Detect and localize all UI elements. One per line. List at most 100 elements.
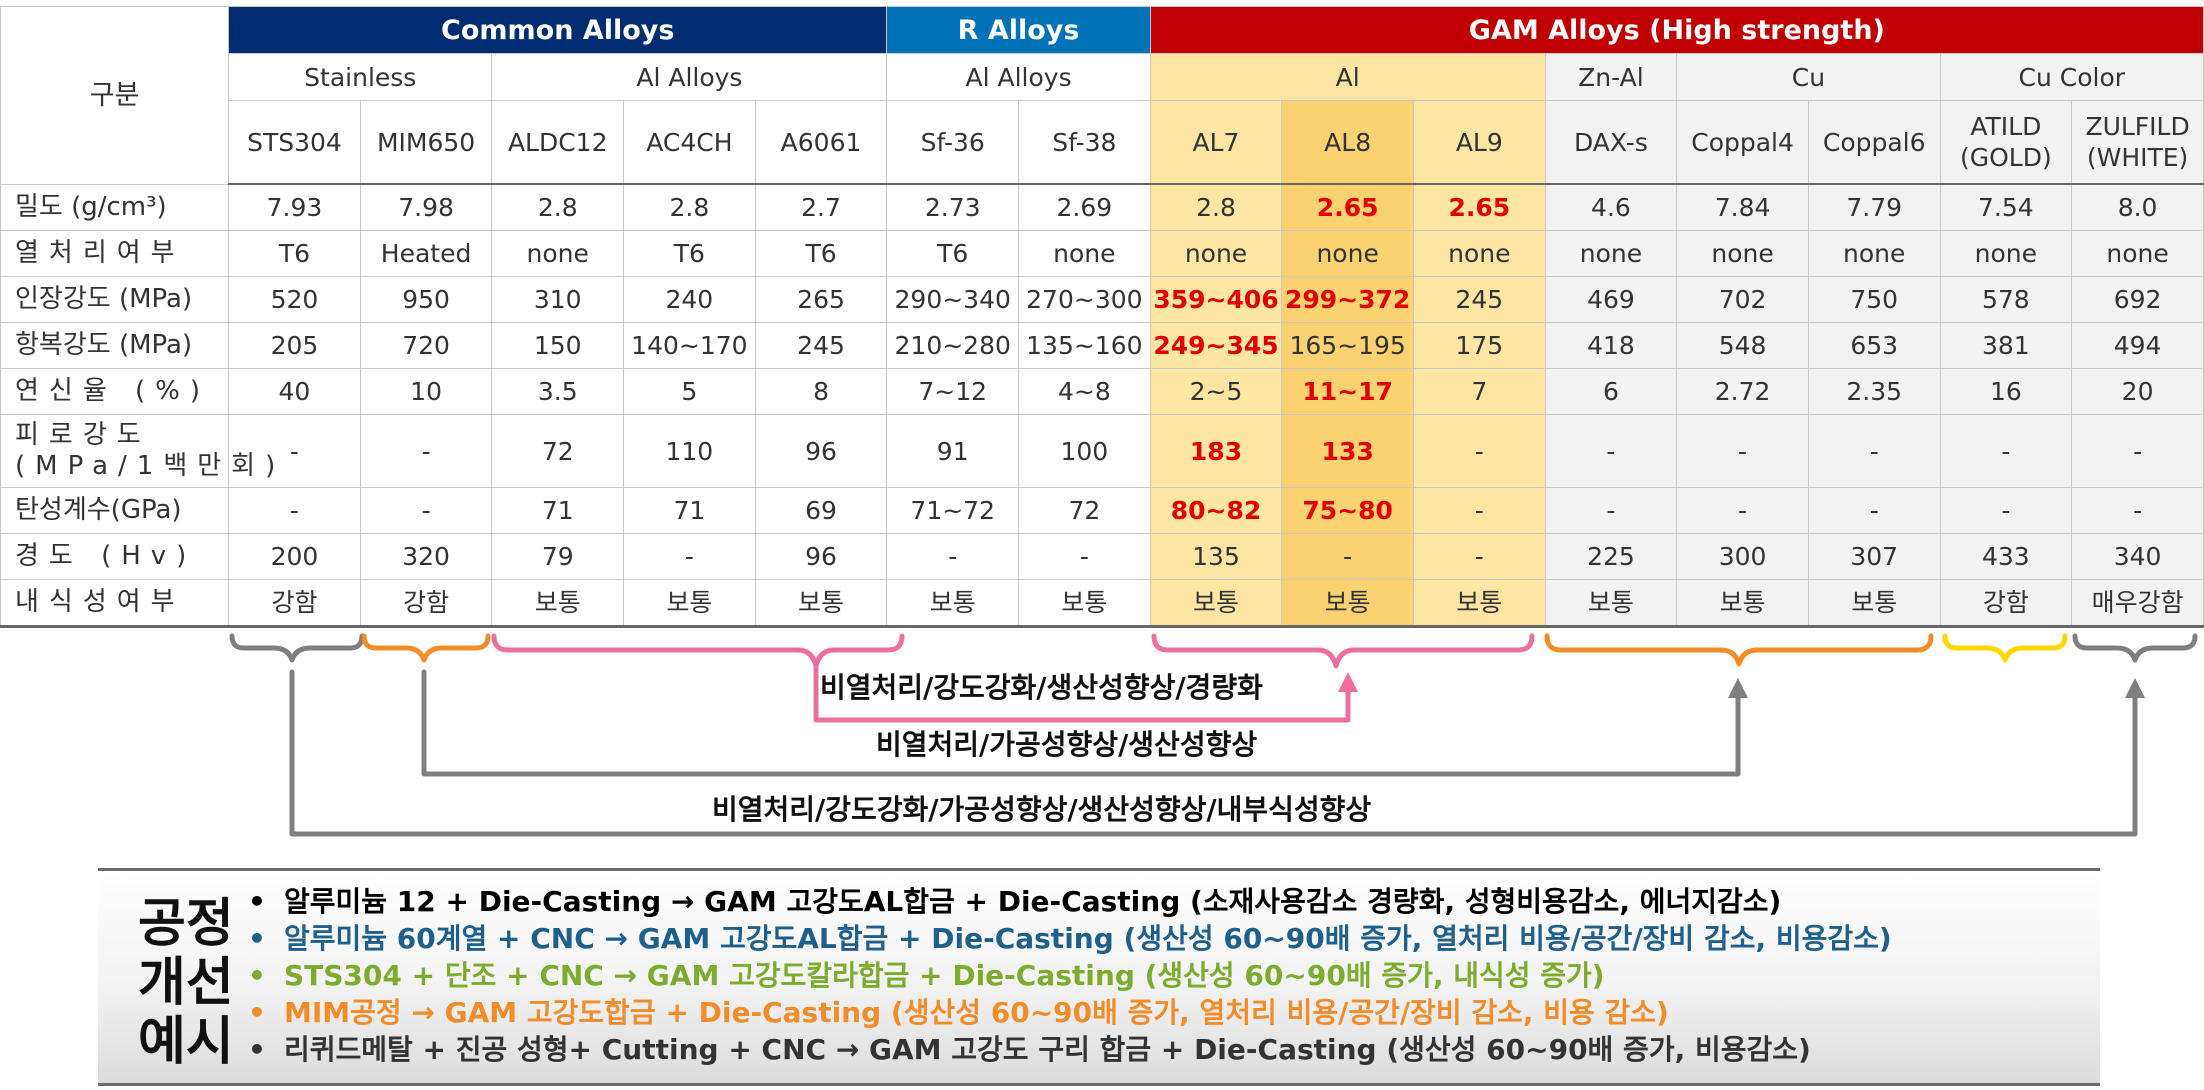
subgroup-header: Al Alloys xyxy=(491,53,888,101)
table-cell: 4.6 xyxy=(1544,183,1678,231)
table-cell: 72 xyxy=(491,414,625,488)
table-cell: 71 xyxy=(491,487,625,534)
improvement-arrows xyxy=(229,633,2198,837)
process-list: • 알루미늄 12 + Die-Casting → GAM 고강도AL합금 + D… xyxy=(248,883,1892,1068)
table-cell: - xyxy=(1018,533,1151,580)
table-cell: 2.35 xyxy=(1807,368,1941,415)
table-cell: - xyxy=(1281,533,1414,580)
table-cell: 매우강함 xyxy=(2071,579,2204,628)
table-cell: none xyxy=(1939,230,2073,277)
table-cell: 80~82 xyxy=(1149,487,1283,534)
table-cell: 6 xyxy=(1544,368,1678,415)
alloy-header-line: ATILD xyxy=(1970,112,2042,141)
table-cell: 보통 xyxy=(1018,579,1151,628)
row-label: 탄성계수(GPa) xyxy=(0,487,230,534)
arrow-pink xyxy=(813,663,1358,723)
table-cell: 20 xyxy=(2071,368,2204,415)
table-cell: - xyxy=(1939,414,2073,488)
table-cell: 469 xyxy=(1544,276,1678,323)
table-cell: 2.65 xyxy=(1281,183,1414,231)
table-cell: - xyxy=(228,487,361,534)
table-cell: 8 xyxy=(754,368,888,415)
arrow-orange-to-cu xyxy=(421,669,1748,777)
table-cell: 418 xyxy=(1544,322,1678,369)
table-cell: 135 xyxy=(1149,533,1283,580)
subgroup-header: Zn-Al xyxy=(1544,53,1678,101)
table-cell: 548 xyxy=(1676,322,1809,369)
row-label: 내식성여부 xyxy=(0,579,230,628)
row-label: 연신율 (%) xyxy=(0,368,230,415)
table-cell: 175 xyxy=(1412,322,1546,369)
table-cell: 100 xyxy=(1018,414,1151,488)
table-cell: 2~5 xyxy=(1149,368,1283,415)
table-cell: 165~195 xyxy=(1281,322,1414,369)
table-cell: 290~340 xyxy=(886,276,1020,323)
arrow-label-2: 비열처리/가공성향상/생산성향상 xyxy=(876,728,1258,761)
alloy-header: AC4CH xyxy=(623,100,756,185)
table-cell: 7.79 xyxy=(1807,183,1941,231)
alloy-comparison-table: 구분 Common Alloys R Alloys GAM Alloys (Hi… xyxy=(0,6,2204,628)
table-cell: 720 xyxy=(359,322,493,369)
table-cell: 75~80 xyxy=(1281,487,1414,534)
table-cell: 702 xyxy=(1676,276,1809,323)
table-cell: - xyxy=(1807,487,1941,534)
subgroup-header: Cu Color xyxy=(1939,53,2204,101)
table-cell: - xyxy=(1676,487,1809,534)
table-cell: - xyxy=(1412,533,1546,580)
table-cell: 200 xyxy=(228,533,361,580)
subgroup-header: Cu xyxy=(1676,53,1941,101)
table-cell: 8.0 xyxy=(2071,183,2204,231)
table-cell: none xyxy=(491,230,625,277)
brace-mim650 xyxy=(361,633,491,663)
table-cell: 381 xyxy=(1939,322,2073,369)
table-cell: T6 xyxy=(886,230,1020,277)
alloy-header: AL8 xyxy=(1281,100,1414,185)
alloy-header: Sf-36 xyxy=(886,100,1020,185)
alloy-header-line: ZULFILD xyxy=(2085,112,2190,141)
process-improvement-box: 공정 개선 예시 • 알루미늄 12 + Die-Casting → GAM 고강… xyxy=(98,868,2100,1086)
table-cell: none xyxy=(1676,230,1809,277)
table-cell: 320 xyxy=(359,533,493,580)
table-cell: 133 xyxy=(1281,414,1414,488)
table-cell: 11~17 xyxy=(1281,368,1414,415)
table-cell: 2.73 xyxy=(886,183,1020,231)
brace-atild xyxy=(1942,633,2068,663)
brace-stainless-sts304 xyxy=(229,633,365,663)
row-label: 경도 (Hv) xyxy=(0,533,230,580)
table-cell: 강함 xyxy=(359,579,493,628)
table-cell: 183 xyxy=(1149,414,1283,488)
alloy-header: AL9 xyxy=(1412,100,1546,185)
alloy-header: Sf-38 xyxy=(1018,100,1151,185)
brace-al-alloys xyxy=(491,633,905,669)
table-cell: 보통 xyxy=(1807,579,1941,628)
table-cell: Heated xyxy=(359,230,493,277)
table-cell: 135~160 xyxy=(1018,322,1151,369)
table-cell: 2.8 xyxy=(491,183,625,231)
table-cell: - xyxy=(2071,414,2204,488)
table-cell: 653 xyxy=(1807,322,1941,369)
process-item: • 알루미늄 12 + Die-Casting → GAM 고강도AL합금 + D… xyxy=(248,885,1782,918)
table-cell: - xyxy=(1544,414,1678,488)
table-cell: 72 xyxy=(1018,487,1151,534)
table-cell: 433 xyxy=(1939,533,2073,580)
table-cell: 750 xyxy=(1807,276,1941,323)
table-cell: T6 xyxy=(228,230,361,277)
table-cell: 494 xyxy=(2071,322,2204,369)
alloy-header: ZULFILD (WHITE) xyxy=(2071,100,2204,185)
table-cell: 2.65 xyxy=(1412,183,1546,231)
table-cell: 보통 xyxy=(623,579,756,628)
process-item: • MIM공정 → GAM 고강도합금 + Die-Casting (생산성 60… xyxy=(248,996,1669,1029)
table-cell: 205 xyxy=(228,322,361,369)
alloy-header: Coppal4 xyxy=(1676,100,1809,185)
table-cell: 보통 xyxy=(1149,579,1283,628)
table-cell: none xyxy=(1149,230,1283,277)
table-cell: - xyxy=(623,533,756,580)
table-cell: 16 xyxy=(1939,368,2073,415)
table-cell: 2.8 xyxy=(623,183,756,231)
row-label: 항복강도 (MPa) xyxy=(0,322,230,369)
table-cell: 10 xyxy=(359,368,493,415)
table-cell: T6 xyxy=(754,230,888,277)
process-item: • 리퀴드메탈 + 진공 성형+ Cutting + CNC → GAM 고강도 … xyxy=(248,1033,1811,1066)
alloy-header: AL7 xyxy=(1149,100,1283,185)
table-cell: none xyxy=(1807,230,1941,277)
